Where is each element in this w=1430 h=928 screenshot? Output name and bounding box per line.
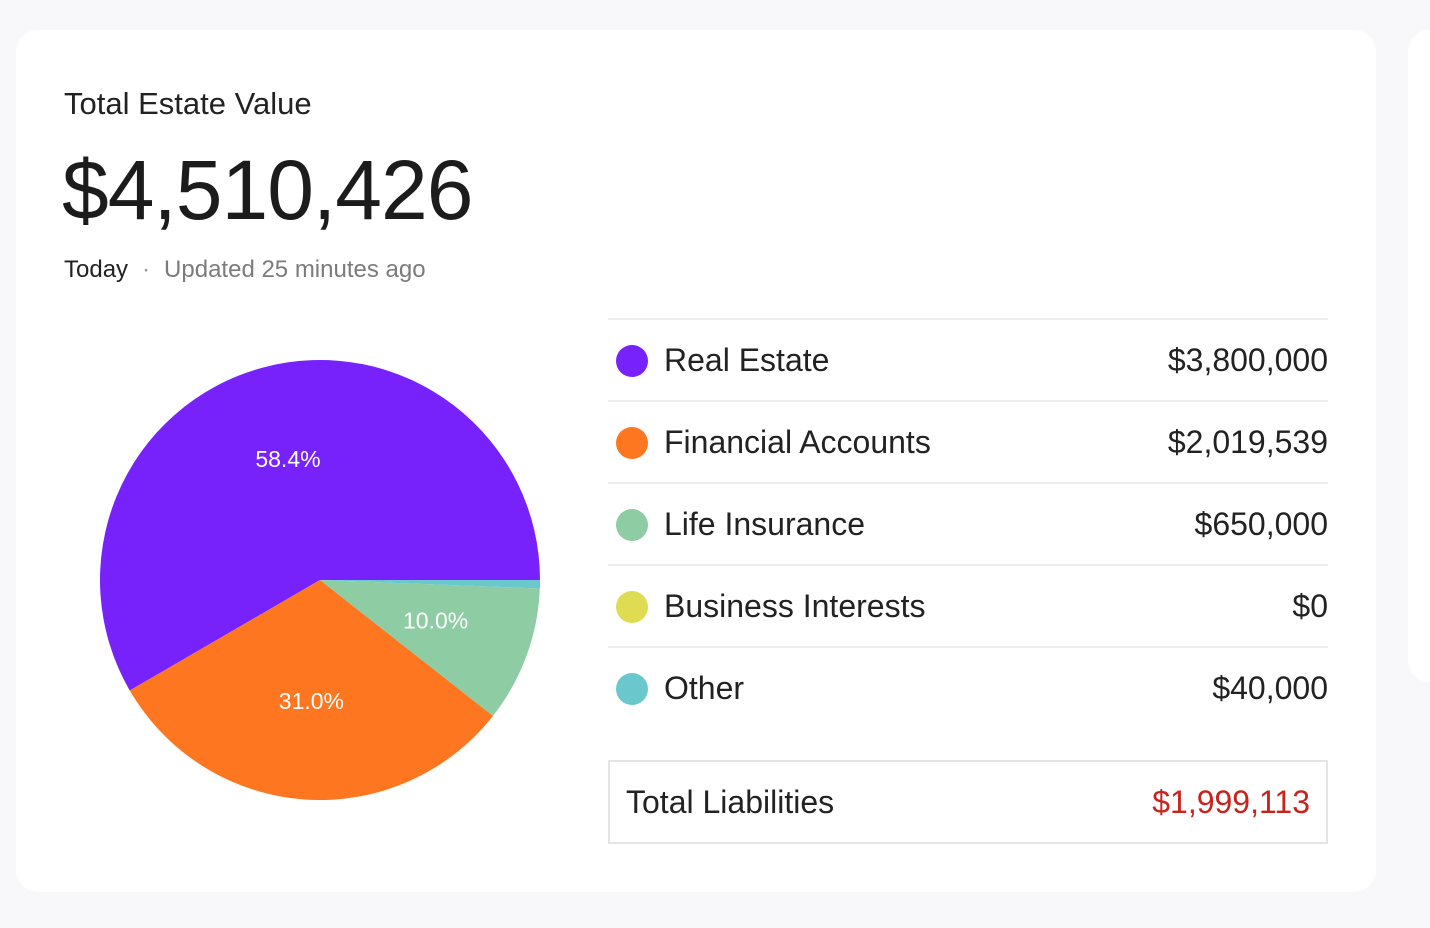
legend-swatch-real-estate (616, 345, 648, 377)
legend-value: $3,800,000 (1167, 342, 1328, 378)
legend-row-business-interests: Business Interests $0 (608, 566, 1328, 648)
asset-legend: Real Estate $3,800,000 Financial Accounts $… (608, 318, 1328, 728)
date-label: Today (64, 256, 129, 283)
pie-slice-financial-accounts[interactable] (129, 580, 493, 800)
update-meta: Today · Updated 25 minutes ago (64, 256, 426, 284)
pie-label-real-estate: 58.4% (255, 446, 320, 472)
legend-swatch-other (616, 673, 648, 705)
liabilities-label: Total Liabilities (626, 784, 835, 820)
pie-label-life-insurance: 10.0% (403, 608, 468, 634)
pie-slice-other[interactable] (320, 580, 540, 589)
liabilities-value: $1,999,113 (1152, 784, 1310, 820)
total-liabilities-box: Total Liabilities $1,999,113 (608, 760, 1328, 844)
pie-slice-life-insurance[interactable] (320, 580, 540, 716)
card-title: Total Estate Value (64, 86, 312, 121)
estate-value-card: Total Estate Value $4,510,426 Today · Upda… (16, 30, 1376, 892)
total-amount: $4,510,426 (62, 143, 473, 237)
legend-row-life-insurance: Life Insurance $650,000 (608, 484, 1328, 566)
pie-label-financial-accounts: 31.0% (279, 688, 344, 714)
legend-label: Financial Accounts (664, 424, 931, 460)
adjacent-card (1408, 30, 1430, 682)
legend-label: Real Estate (664, 342, 830, 378)
updated-timestamp: Updated 25 minutes ago (164, 256, 426, 283)
legend-label: Other (664, 670, 745, 706)
legend-swatch-business-interests (616, 591, 648, 623)
legend-value: $2,019,539 (1167, 424, 1328, 460)
legend-swatch-life-insurance (616, 509, 648, 541)
legend-swatch-financial-accounts (616, 427, 648, 459)
legend-row-financial-accounts: Financial Accounts $2,019,539 (608, 402, 1328, 484)
legend-row-real-estate: Real Estate $3,800,000 (608, 320, 1328, 402)
legend-value: $0 (1292, 588, 1328, 624)
legend-value: $650,000 (1194, 506, 1328, 542)
estate-pie-chart: 58.4% 31.0% 10.0% (99, 359, 540, 800)
legend-row-other: Other $40,000 (608, 648, 1328, 728)
legend-label: Life Insurance (664, 506, 866, 542)
pie-slice-real-estate[interactable] (99, 359, 540, 691)
legend-label: Business Interests (664, 588, 926, 624)
legend-value: $40,000 (1212, 670, 1328, 706)
meta-separator: · (142, 256, 151, 283)
